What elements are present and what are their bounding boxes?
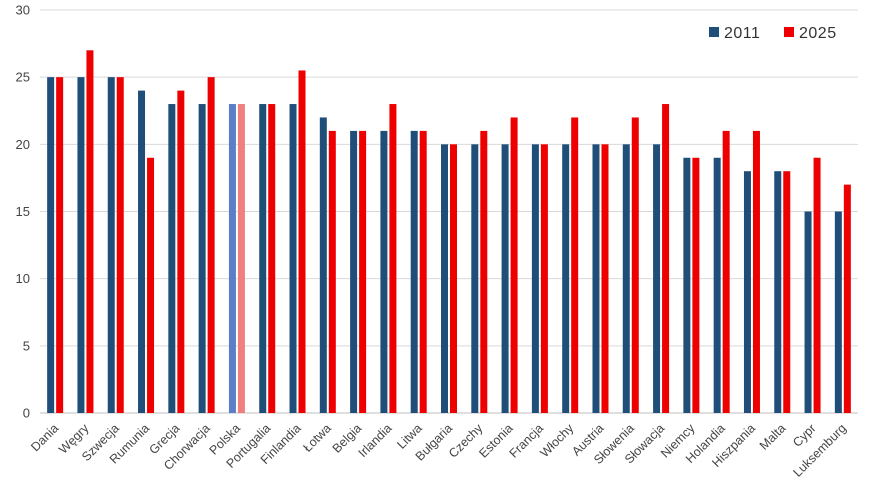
bar-2011-Francja <box>531 144 539 414</box>
bar-2025-Niemcy <box>692 157 700 413</box>
bar-2025-Słowacja <box>662 104 670 414</box>
bar-2011-Łotwa <box>319 117 327 413</box>
bar-2011-Litwa <box>410 130 418 413</box>
y-tick-label: 30 <box>16 3 30 18</box>
x-axis: DaniaWęgrySzwecjaRumuniaGrecjaChorwacjaP… <box>28 421 849 480</box>
bar-2025-Rumunia <box>147 157 155 413</box>
legend-label-2025: 2025 <box>799 25 837 42</box>
bar-2011-Finlandia <box>289 104 297 414</box>
bar-2025-Belgia <box>359 130 367 413</box>
y-tick-label: 5 <box>23 338 30 353</box>
bar-2025-Grecja <box>177 90 185 413</box>
bar-2025-Portugalia <box>268 104 276 414</box>
bar-2025-Włochy <box>571 117 579 413</box>
bar-2025-Hiszpania <box>752 130 760 413</box>
y-axis: 0 5 10 15 20 25 30 <box>16 3 30 421</box>
bar-2011-Bułgaria <box>441 144 448 414</box>
y-tick-label: 10 <box>16 271 30 286</box>
bar-2025-Litwa <box>419 130 427 413</box>
bar-2025-Austria <box>601 144 609 414</box>
bar-2025-Cypr <box>813 157 821 413</box>
y-tick-label: 20 <box>16 137 30 152</box>
bar-2025-Estonia <box>510 117 518 413</box>
legend-label-2011: 2011 <box>724 25 760 42</box>
bar-2011-Grecja <box>168 104 176 414</box>
gridlines <box>40 9 858 414</box>
bar-2011-Belgia <box>350 130 358 413</box>
bar-2025-Holandia <box>722 130 730 413</box>
bar-2025-Bułgaria <box>450 144 457 414</box>
x-tick-label: Łotwa <box>300 421 334 455</box>
bar-2011-Portugalia <box>259 104 267 414</box>
legend-swatch-2025 <box>784 27 794 37</box>
bar-2011-Hiszpania <box>743 171 751 413</box>
x-tick-label: Irlandia <box>356 421 395 460</box>
bar-2011-Niemcy <box>683 157 691 413</box>
y-tick-label: 15 <box>16 204 30 219</box>
bar-2011-Dania <box>47 77 55 414</box>
bar-2011-Malta <box>774 171 782 413</box>
bar-2011-Austria <box>592 144 600 414</box>
bar-2011-Estonia <box>501 144 509 414</box>
bar-2025-Finlandia <box>298 70 306 413</box>
bar-2011-Rumunia <box>138 90 146 413</box>
bar-2011-Polska <box>228 104 236 414</box>
x-tick-label: Włochy <box>537 421 576 460</box>
y-tick-label: 25 <box>16 70 30 85</box>
bar-2025-Polska <box>237 104 245 414</box>
bar-2011-Cypr <box>804 211 812 413</box>
y-tick-label: 0 <box>23 406 30 421</box>
bar-2025-Francja <box>540 144 548 414</box>
x-tick-label: Malta <box>757 421 789 453</box>
bar-2025-Irlandia <box>389 104 397 414</box>
bar-2025-Słowenia <box>631 117 639 413</box>
x-tick-label: Dania <box>28 421 61 454</box>
bar-2025-Łotwa <box>328 130 336 413</box>
bar-2011-Chorwacja <box>198 104 206 414</box>
bar-2011-Węgry <box>77 77 85 414</box>
bar-2011-Szwecja <box>107 77 115 414</box>
bar-2011-Włochy <box>562 144 570 414</box>
bar-2025-Szwecja <box>116 77 124 414</box>
x-tick-label: Francja <box>507 421 546 460</box>
bar-2011-Luksemburg <box>834 211 842 413</box>
bar-2011-Holandia <box>713 157 721 413</box>
legend-swatch-2011 <box>709 27 719 37</box>
bar-2025-Czechy <box>480 130 488 413</box>
legend: 2011 2025 <box>709 25 837 42</box>
bar-2025-Chorwacja <box>207 77 215 414</box>
bar-2011-Czechy <box>471 144 479 414</box>
bar-2025-Malta <box>783 171 791 413</box>
bar-2011-Słowacja <box>653 144 661 414</box>
bar-2011-Słowenia <box>622 144 630 414</box>
bar-2025-Węgry <box>86 50 94 414</box>
bar-2011-Irlandia <box>380 130 388 413</box>
bars <box>47 50 851 414</box>
bar-2025-Luksemburg <box>843 184 851 413</box>
bar-2025-Dania <box>56 77 64 414</box>
